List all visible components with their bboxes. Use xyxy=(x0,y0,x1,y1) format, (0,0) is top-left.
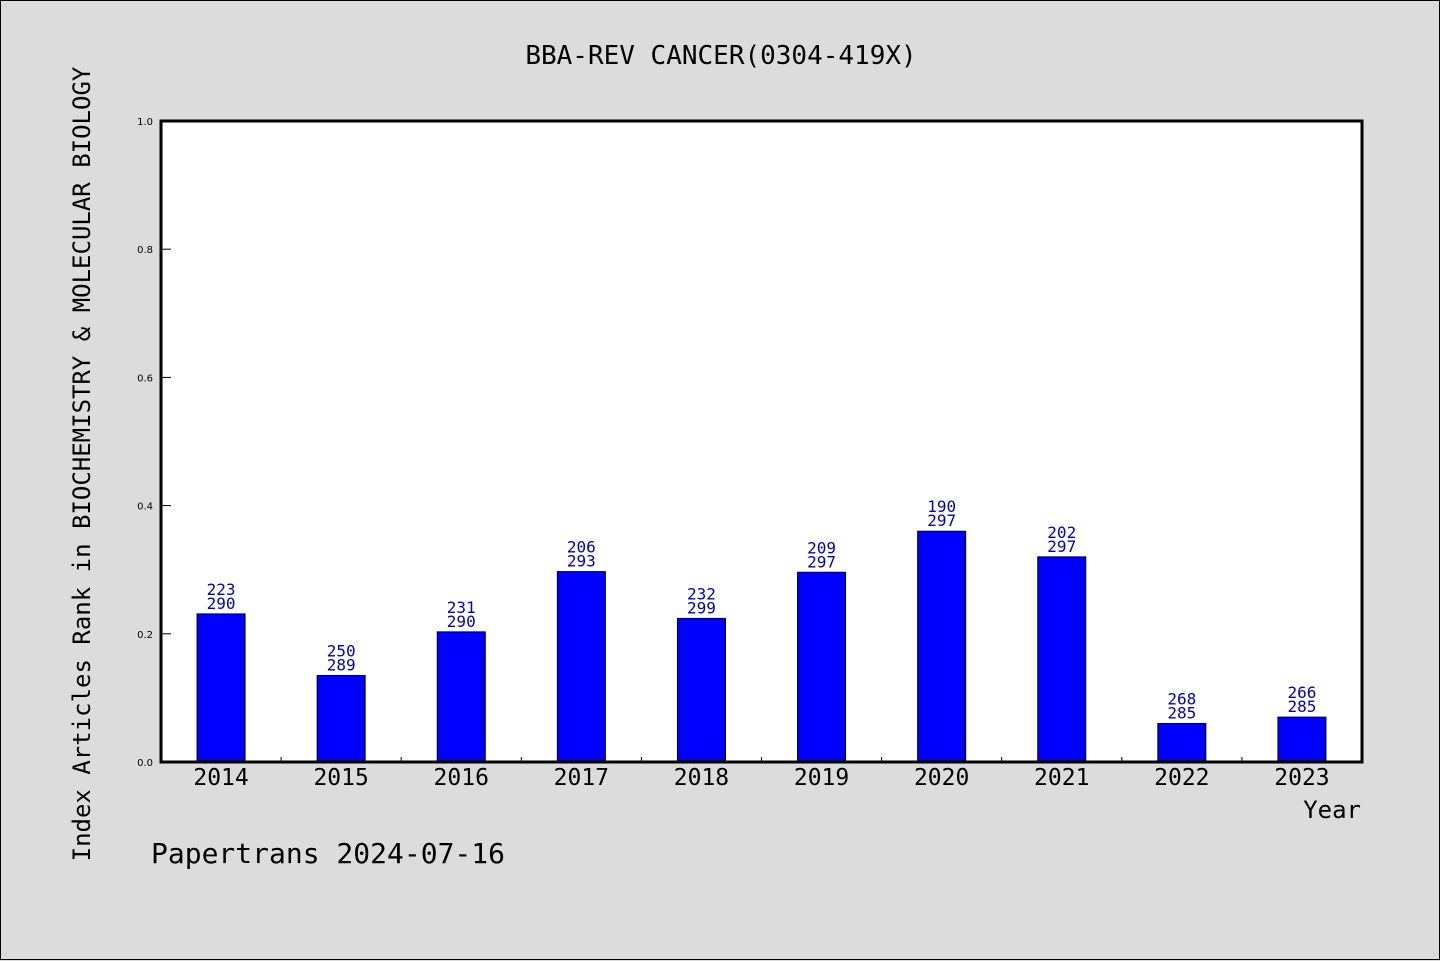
bar xyxy=(556,571,606,763)
bar xyxy=(316,674,366,763)
bar xyxy=(196,613,246,763)
x-axis-ticks: 2014 2015 2016 2017 2018 2019 2020 2021 2022 2023 xyxy=(193,757,1330,791)
data-label-total: 297 xyxy=(807,552,836,571)
y-tick-label: 0.4 xyxy=(137,502,153,513)
bar xyxy=(436,631,486,763)
x-tick-label: 2021 xyxy=(1034,765,1089,791)
data-label-total: 293 xyxy=(567,552,596,571)
data-label-rank: 190 xyxy=(927,497,956,516)
x-tick-label: 2015 xyxy=(313,765,368,791)
x-tick-label: 2019 xyxy=(794,765,849,791)
x-tick-label: 2023 xyxy=(1274,765,1329,791)
data-label-rank: 231 xyxy=(447,598,476,617)
y-tick-label: 0.8 xyxy=(137,245,153,256)
data-label-rank: 232 xyxy=(687,584,716,603)
data-label-total: 290 xyxy=(207,594,236,613)
data-label-total: 285 xyxy=(1167,704,1196,723)
data-label-total: 297 xyxy=(927,511,956,530)
data-label-total: 299 xyxy=(687,598,716,617)
x-tick-label: 2017 xyxy=(554,765,609,791)
x-tick-label: 2020 xyxy=(914,765,969,791)
bar xyxy=(1157,723,1207,763)
chart-title: BBA-REV CANCER(0304-419X) xyxy=(525,41,916,71)
bar xyxy=(917,530,967,763)
data-label-total: 297 xyxy=(1047,537,1076,556)
y-tick-label: 0.0 xyxy=(137,758,153,769)
data-label-rank: 202 xyxy=(1047,523,1076,542)
data-label-rank: 206 xyxy=(567,538,596,557)
y-tick-label: 0.2 xyxy=(137,630,153,641)
x-tick-label: 2018 xyxy=(674,765,729,791)
bars-group xyxy=(196,530,1327,763)
bar xyxy=(1037,556,1087,763)
footer-watermark: Papertrans 2024-07-16 xyxy=(151,837,505,870)
x-axis-label: Year xyxy=(1303,796,1361,824)
data-label-rank: 268 xyxy=(1167,690,1196,709)
data-label-rank: 250 xyxy=(327,641,356,660)
data-label-rank: 209 xyxy=(807,538,836,557)
data-label-total: 290 xyxy=(447,612,476,631)
x-tick-label: 2016 xyxy=(434,765,489,791)
bar xyxy=(676,617,726,763)
data-label-rank: 266 xyxy=(1287,683,1316,702)
data-label-total: 285 xyxy=(1287,697,1316,716)
bar xyxy=(1277,716,1327,763)
data-label-rank: 223 xyxy=(207,580,236,599)
x-tick-label: 2014 xyxy=(193,765,248,791)
plot-area xyxy=(161,121,1362,762)
x-tick-label: 2022 xyxy=(1154,765,1209,791)
y-tick-label: 0.6 xyxy=(137,373,153,384)
plot-border xyxy=(159,119,1364,764)
data-label-total: 289 xyxy=(327,655,356,674)
y-tick-label: 1.0 xyxy=(137,117,153,128)
data-labels-group: 2232902502892312902062932322992092971902… xyxy=(207,497,1317,722)
bar xyxy=(797,571,847,763)
y-axis-label: Index Articles Rank in BIOCHEMISTRY & MO… xyxy=(68,66,96,861)
